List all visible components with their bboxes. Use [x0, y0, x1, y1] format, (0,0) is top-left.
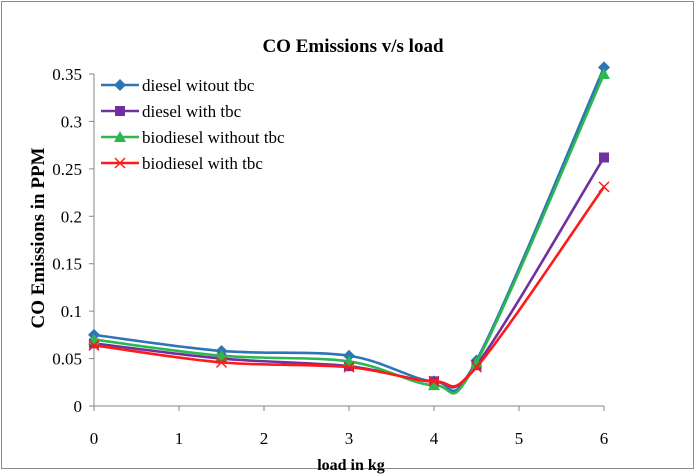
x-tick-label: 2 [260, 429, 269, 448]
data-point-stroke [88, 339, 100, 351]
series-4 [88, 181, 610, 388]
y-tick-label: 0 [74, 397, 83, 416]
x-tick-label: 4 [430, 429, 439, 448]
y-tick-label: 0.35 [52, 65, 82, 84]
legend-item: diesel witout tbc [101, 76, 255, 95]
y-tick-label: 0.1 [61, 302, 82, 321]
y-tick-label: 0.25 [52, 160, 82, 179]
data-point [215, 356, 228, 368]
x-tick-label: 0 [90, 429, 99, 448]
data-point [428, 375, 440, 387]
legend-item: biodiesel with tbc [101, 154, 263, 173]
legend-item: diesel with tbc [101, 102, 242, 121]
legend-label: biodiesel without tbc [142, 128, 285, 147]
x-tick-label: 3 [345, 429, 354, 448]
chart-title: CO Emissions v/s load [262, 36, 444, 57]
data-point [598, 181, 610, 193]
legend-marker [114, 79, 126, 91]
data-point-stroke [428, 375, 440, 387]
data-point [470, 361, 483, 373]
axes: 0 0.05 0.1 0.15 0.2 0.25 0.3 0.35 0 1 2 3 4 5 6 [52, 65, 608, 448]
data-point [215, 349, 228, 361]
x-tick-label: 6 [600, 429, 609, 448]
x-tick-label: 1 [175, 429, 184, 448]
data-point [343, 361, 355, 373]
x-axis-label: load in kg [317, 457, 385, 474]
data-point-stroke [343, 361, 355, 373]
data-point-stroke [598, 181, 610, 193]
series-line [93, 186, 606, 388]
data-point [428, 379, 440, 391]
data-point-stroke [215, 356, 228, 368]
legend: diesel witout tbc diesel with tbc biodiese… [101, 76, 285, 173]
y-tick-label: 0.3 [61, 112, 82, 131]
data-point [598, 61, 610, 74]
y-tick-label: 0.2 [61, 207, 82, 226]
legend-label: biodiesel with tbc [142, 154, 263, 173]
legend-label: diesel with tbc [142, 102, 242, 121]
legend-marker [114, 157, 126, 169]
data-point-stroke [470, 361, 483, 373]
y-axis-label: CO Emissions in PPM [28, 147, 49, 328]
x-tick-label: 5 [515, 429, 524, 448]
data-point [598, 68, 610, 79]
y-tick-label: 0.15 [52, 255, 82, 274]
y-tick-label: 0.05 [52, 350, 82, 369]
series-line [93, 73, 606, 395]
series-layer [88, 61, 610, 395]
legend-marker-stroke [114, 157, 126, 169]
legend-marker [114, 131, 126, 142]
data-point [599, 152, 609, 163]
legend-label: diesel witout tbc [142, 76, 255, 95]
legend-marker [115, 106, 125, 116]
legend-item: biodiesel without tbc [101, 128, 285, 147]
data-point [88, 339, 100, 351]
